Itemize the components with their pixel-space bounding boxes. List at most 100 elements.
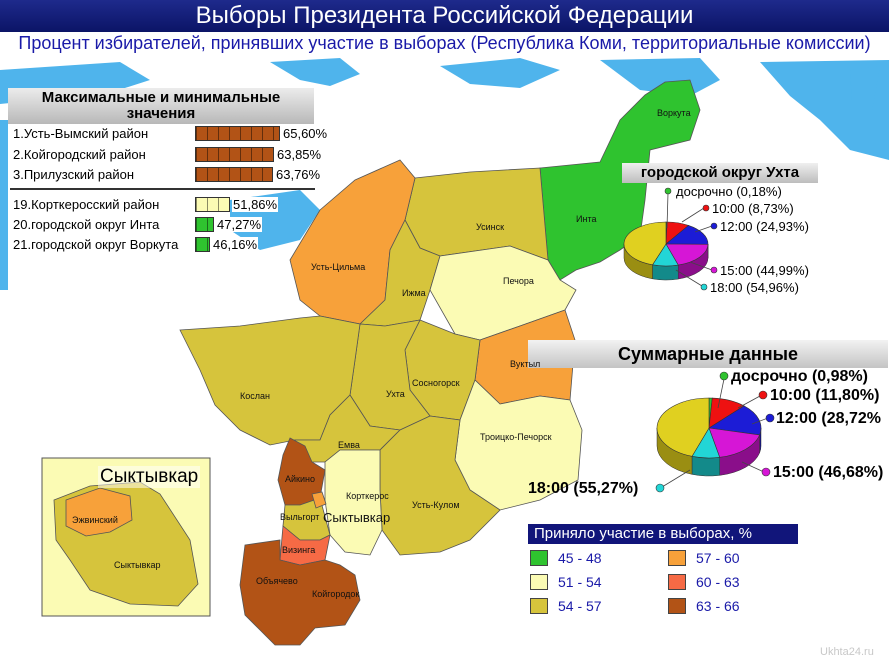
- legend-item: 57 - 60: [668, 550, 740, 566]
- label-pechora: Печора: [503, 276, 534, 286]
- summary-callouts: [661, 378, 769, 488]
- maxmin-row-bar: [195, 197, 230, 212]
- ukhta-label-15: 15:00 (44,99%): [720, 263, 809, 278]
- region-troitsko[interactable]: [454, 379, 583, 511]
- legend-item: 54 - 57: [530, 598, 602, 614]
- maxmin-row-value: 47,27%: [216, 217, 263, 232]
- maxmin-row-value: 51,86%: [232, 197, 279, 212]
- region-vorkuta[interactable]: [539, 79, 701, 281]
- legend-swatch: [530, 550, 548, 566]
- label-vizinga: Визинга: [282, 545, 316, 555]
- ukhta-callout-dots: [664, 187, 718, 291]
- summary-label-12: 12:00 (28,72%: [776, 410, 881, 427]
- pie-side: [691, 456, 720, 477]
- legend-label: 54 - 57: [558, 598, 602, 614]
- label-vorkuta: Воркута: [657, 108, 691, 118]
- legend-swatch: [530, 574, 548, 590]
- maxmin-row-label: 2.Койгородский район: [12, 147, 195, 162]
- inset-title: Сыктывкар: [98, 466, 201, 488]
- label-izhma: Ижма: [402, 288, 426, 298]
- legend-title: Приняло участие в выборах, %: [528, 524, 798, 544]
- label-koslan: Кослан: [240, 391, 270, 401]
- region-obyachevo[interactable]: [239, 539, 361, 646]
- page-subtitle: Процент избирателей, принявших участие в…: [18, 33, 871, 53]
- label-emva: Емва: [338, 440, 360, 450]
- ukhta-pie: [623, 221, 709, 281]
- legend-label: 51 - 54: [558, 574, 602, 590]
- maxmin-row: 1.Усть-Вымский район 65,60%: [12, 125, 329, 142]
- maxmin-row-bar: [195, 147, 274, 162]
- maxmin-row: 3.Прилузский район 63,76%: [12, 166, 322, 183]
- legend-swatch: [668, 550, 686, 566]
- legend-label: 63 - 66: [696, 598, 740, 614]
- maxmin-row-label: 1.Усть-Вымский район: [12, 126, 195, 141]
- label-syktyvkar: Сыктывкар: [323, 510, 391, 525]
- summary-label-15: 15:00 (46,68%): [773, 464, 884, 481]
- label-troitsko: Троицко-Печорск: [480, 432, 552, 442]
- summary-label-10: 10:00 (11,80%): [770, 387, 880, 404]
- maxmin-row-value: 63,85%: [276, 147, 323, 162]
- label-usinsk: Усинск: [476, 222, 505, 232]
- pie-slice: [623, 221, 667, 266]
- label-ukhta: Ухта: [386, 389, 405, 399]
- label-sosnogorsk: Сосногорск: [412, 378, 460, 388]
- legend-item: 63 - 66: [668, 598, 740, 614]
- label-vuktyl: Вуктыл: [510, 359, 541, 369]
- watermark: Ukhta24.ru: [820, 646, 874, 658]
- inset-ezhvinsky-area[interactable]: [65, 487, 133, 537]
- label-ust-tsilma: Усть-Цильма: [311, 262, 366, 272]
- label-ust-kulom: Усть-Кулом: [412, 500, 460, 510]
- maxmin-row: 2.Койгородский район 63,85%: [12, 146, 323, 163]
- legend-label: 60 - 63: [696, 574, 740, 590]
- legend-swatch: [668, 574, 686, 590]
- maxmin-row-label: 3.Прилузский район: [12, 167, 195, 182]
- maxmin-row: 20.городской округ Инта 47,27%: [12, 216, 263, 233]
- maxmin-row-value: 65,60%: [282, 126, 329, 141]
- summary-label-18: 18:00 (55,27%): [528, 480, 639, 497]
- maxmin-row-bar: [195, 217, 214, 232]
- label-inta: Инта: [576, 214, 597, 224]
- label-vylgort: Выльгорт: [280, 512, 320, 522]
- pie-slice: [708, 427, 761, 458]
- region-syktyvkar[interactable]: [311, 491, 327, 509]
- maxmin-row: 19.Корткеросский район 51,86%: [12, 196, 279, 213]
- summary-callout-dots: [655, 371, 775, 493]
- maxmin-row-value: 63,76%: [275, 167, 322, 182]
- maxmin-row-bar: [195, 167, 273, 182]
- label-kortkeros: Корткерос: [346, 491, 389, 501]
- legend-item: 51 - 54: [530, 574, 602, 590]
- ukhta-label-early: досрочно (0,18%): [676, 184, 782, 199]
- label-aikino: Айкино: [285, 474, 315, 484]
- ukhta-label-10: 10:00 (8,73%): [712, 201, 794, 216]
- region-kortkeros[interactable]: [324, 449, 383, 556]
- legend-swatch: [668, 598, 686, 614]
- ukhta-label-12: 12:00 (24,93%): [720, 219, 809, 234]
- maxmin-title: Максимальные и минимальные значения: [8, 88, 314, 124]
- maxmin-row-bar: [195, 126, 280, 141]
- legend-label: 57 - 60: [696, 550, 740, 566]
- legend-item: 60 - 63: [668, 574, 740, 590]
- regions: [179, 79, 701, 646]
- ukhta-pie-title: городской округ Ухта: [622, 163, 818, 183]
- maxmin-separator: [10, 188, 315, 190]
- legend-label: 45 - 48: [558, 550, 602, 566]
- label-koygorodok: Койгородок: [312, 589, 360, 599]
- maxmin-row-bar: [195, 237, 210, 252]
- legend-swatch: [530, 598, 548, 614]
- summary-pie-title: Суммарные данные: [528, 340, 888, 368]
- maxmin-row: 21.городской округ Воркута 46,16%: [12, 236, 259, 253]
- pie-side: [652, 264, 679, 281]
- summary-label-early: досрочно (0,98%): [731, 368, 868, 385]
- summary-pie: [656, 397, 762, 477]
- maxmin-row-value: 46,16%: [212, 237, 259, 252]
- ukhta-callouts: [666, 192, 713, 287]
- pie-slice: [708, 405, 762, 436]
- label-obyachevo: Объячево: [256, 576, 298, 586]
- pie-slice: [656, 397, 710, 457]
- inset-label-ezhvinsky: Эжвинский: [72, 515, 118, 525]
- region-usinsk[interactable]: [404, 167, 549, 261]
- maxmin-row-label: 19.Корткеросский район: [12, 197, 195, 212]
- pie-slice: [665, 243, 709, 266]
- maxmin-row-label: 21.городской округ Воркута: [12, 237, 195, 252]
